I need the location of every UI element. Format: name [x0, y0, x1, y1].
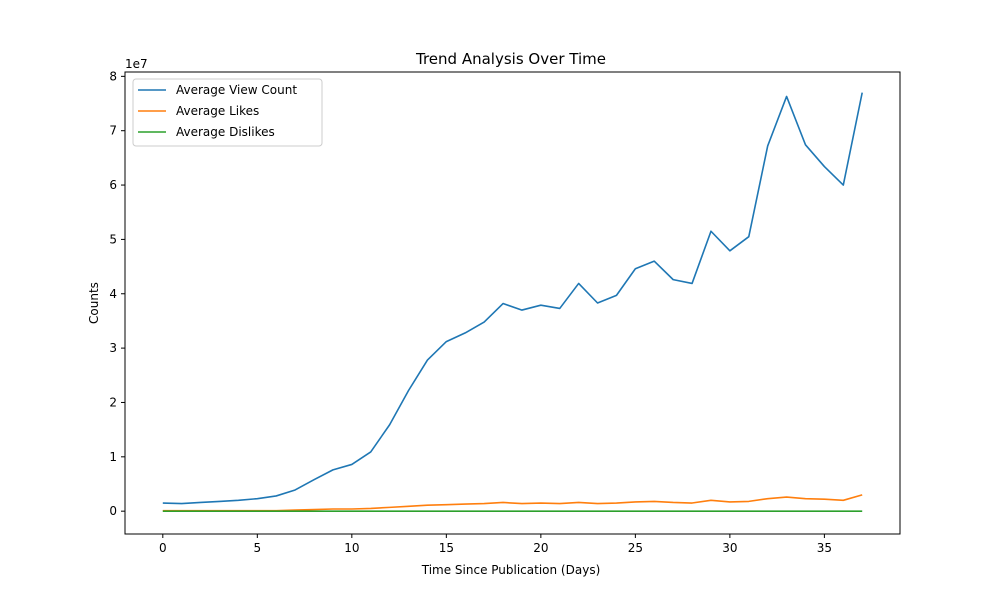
legend: Average View Count Average Likes Average D… [132, 78, 323, 147]
legend-label: Average Dislikes [176, 125, 275, 139]
chart-title: Trend Analysis Over Time [415, 50, 606, 68]
y-tick-label: 0 [109, 504, 117, 518]
x-tick-label: 30 [722, 541, 737, 555]
x-axis-ticks: 0 5 10 15 20 25 30 35 [159, 534, 832, 555]
y-tick-label: 3 [109, 341, 117, 355]
y-tick-label: 7 [109, 124, 117, 138]
x-tick-label: 0 [159, 541, 167, 555]
y-multiplier-label: 1e7 [125, 57, 148, 71]
y-tick-label: 2 [109, 395, 117, 409]
legend-label: Average Likes [176, 104, 259, 118]
x-axis-label: Time Since Publication (Days) [421, 563, 601, 577]
x-tick-label: 25 [628, 541, 643, 555]
y-tick-label: 1 [109, 450, 117, 464]
plot-frame [124, 71, 901, 535]
x-tick-label: 15 [439, 541, 454, 555]
y-tick-label: 6 [109, 178, 117, 192]
x-tick-label: 20 [533, 541, 548, 555]
series-line-average-view-count [162, 92, 863, 505]
x-tick-label: 35 [817, 541, 832, 555]
y-tick-label: 8 [109, 69, 117, 83]
x-tick-label: 10 [344, 541, 359, 555]
x-tick-label: 5 [253, 541, 261, 555]
legend-box [132, 78, 323, 147]
y-axis-ticks: 0 1 2 3 4 5 6 7 8 [109, 69, 125, 518]
y-axis-label: Counts [87, 282, 101, 324]
legend-label: Average View Count [176, 83, 297, 97]
y-tick-label: 4 [109, 287, 117, 301]
series-lines [162, 92, 863, 512]
y-tick-label: 5 [109, 232, 117, 246]
